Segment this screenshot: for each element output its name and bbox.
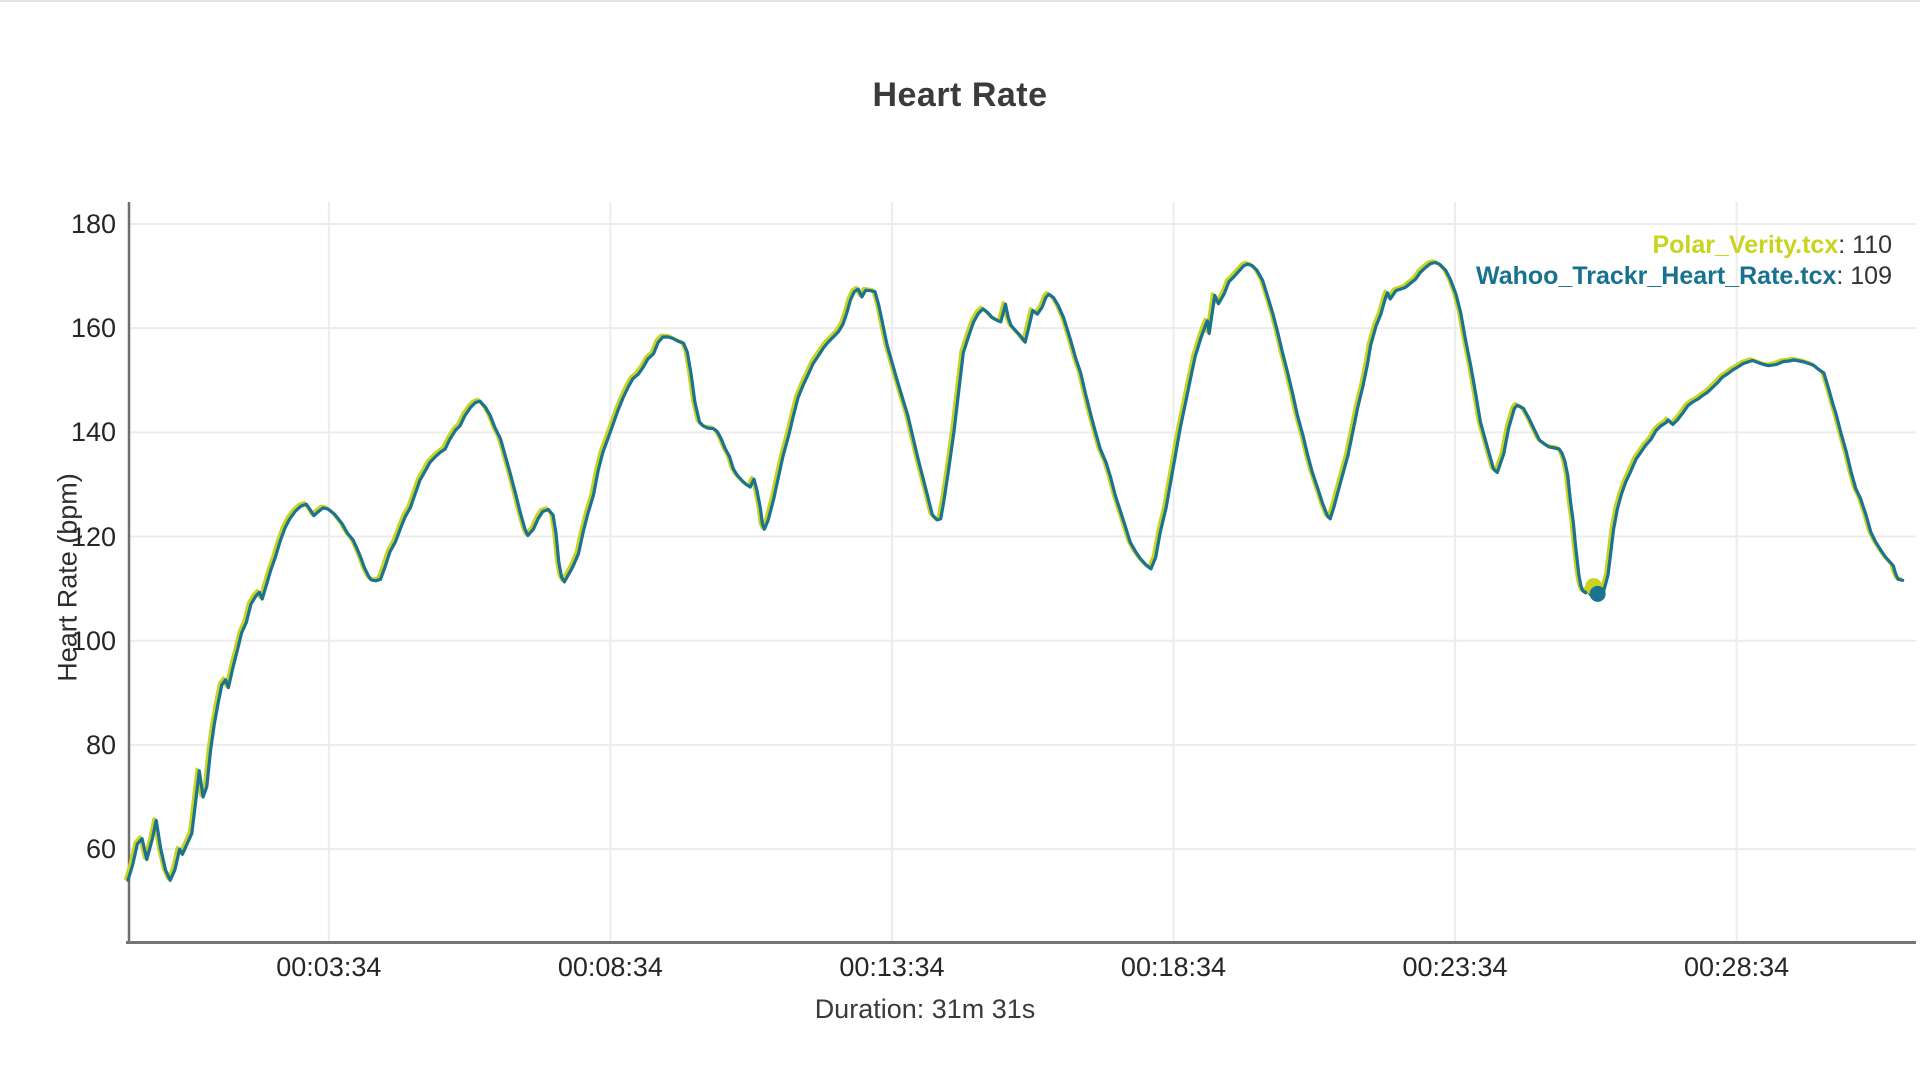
y-axis-tick-label: 80 <box>85 729 116 760</box>
legend-series-value: : 109 <box>1836 262 1892 290</box>
y-axis-tick-label: 60 <box>85 834 116 865</box>
legend-series-name: Polar_Verity.tcx <box>1652 231 1839 259</box>
x-axis-tick-label: 00:08:34 <box>557 952 663 982</box>
y-axis-tick-label: 120 <box>70 521 116 552</box>
x-axis-tick-label: 00:28:34 <box>1684 952 1790 982</box>
wahoo-cursor-dot[interactable] <box>1589 585 1606 602</box>
y-axis-tick-label: 160 <box>70 313 116 344</box>
polar-verity-series-line[interactable] <box>124 259 1903 881</box>
x-axis-tick-label: 00:23:34 <box>1402 952 1508 982</box>
y-axis-tick-label: 180 <box>70 209 116 239</box>
x-axis-tick-label: 00:03:34 <box>276 952 382 982</box>
x-axis-title: Duration: 31m 31s <box>814 994 1036 1024</box>
legend-item-polar[interactable]: Polar_Verity.tcx: 110 <box>1476 230 1892 261</box>
x-axis-tick-label: 00:13:34 <box>839 952 945 982</box>
chart-legend: Polar_Verity.tcx: 110 Wahoo_Trackr_Heart… <box>1476 230 1892 292</box>
wahoo-trackr-series-line[interactable] <box>126 260 1905 882</box>
legend-series-value: : 110 <box>1838 231 1892 259</box>
x-axis-tick-label: 00:18:34 <box>1120 952 1227 982</box>
chart-title: Heart Rate <box>872 76 1048 114</box>
legend-item-wahoo[interactable]: Wahoo_Trackr_Heart_Rate.tcx: 109 <box>1476 261 1892 292</box>
y-axis-tick-label: 140 <box>70 417 116 448</box>
y-axis-tick-label: 100 <box>70 625 116 656</box>
y-axis-title: Heart Rate (bpm) <box>52 473 83 682</box>
legend-series-name: Wahoo_Trackr_Heart_Rate.tcx <box>1476 262 1837 290</box>
